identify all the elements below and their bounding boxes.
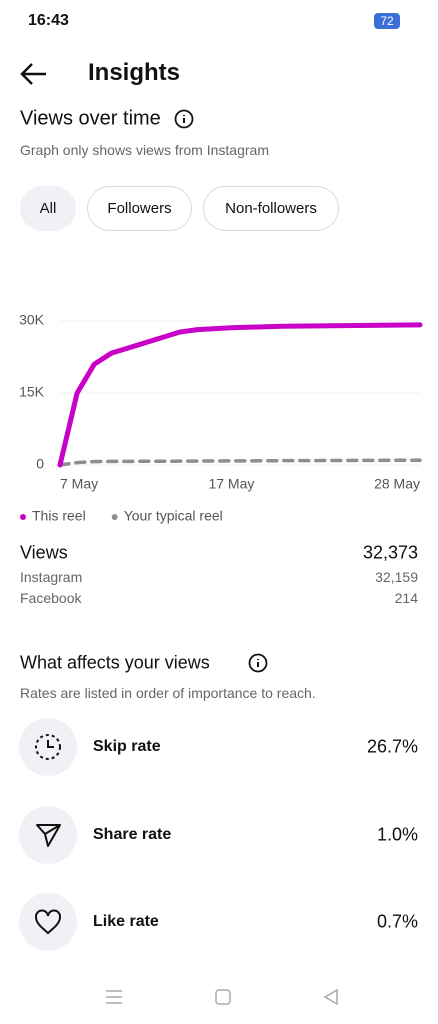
back-arrow[interactable] xyxy=(18,60,50,88)
section-title: Views over time xyxy=(20,107,161,130)
filter-chip[interactable]: Followers xyxy=(87,186,192,231)
views-label: Views xyxy=(20,542,68,563)
icon-bg xyxy=(19,806,77,864)
info-icon[interactable] xyxy=(174,109,194,129)
source-value: 214 xyxy=(394,590,418,606)
heart-icon xyxy=(35,909,61,935)
nav-bar xyxy=(106,988,338,1006)
legend-label: This reel xyxy=(32,508,86,524)
series-line xyxy=(58,458,422,467)
legend-label: Your typical reel xyxy=(124,508,223,524)
x-tick-label: 28 May xyxy=(374,476,420,492)
chart: 0 15K 30K 7 May 17 May 28 May This reel Your ty… xyxy=(19,312,423,524)
views-total: 32,373 xyxy=(362,542,418,563)
rate-value: 1.0% xyxy=(376,824,418,845)
y-tick-label: 30K xyxy=(19,312,45,328)
rate-label: Like rate xyxy=(93,913,159,930)
icon-bg xyxy=(19,893,77,951)
rate-label: Share rate xyxy=(93,826,172,843)
rate-label: Skip rate xyxy=(93,738,161,755)
x-tick-label: 7 May xyxy=(60,476,98,492)
section-title: What affects your views xyxy=(20,652,210,673)
x-tick-label: 17 May xyxy=(208,476,254,492)
battery: 72 xyxy=(374,13,400,29)
page-title: Insights xyxy=(88,59,181,86)
clock-icon xyxy=(35,734,61,760)
rate-value: 0.7% xyxy=(376,911,418,932)
share-icon xyxy=(36,824,61,847)
rate-value: 26.7% xyxy=(366,736,418,757)
filter-chip[interactable]: Non-followers xyxy=(203,186,339,231)
info-icon[interactable] xyxy=(248,653,268,673)
filter-chip[interactable]: All xyxy=(20,186,76,231)
status-time: 16:43 xyxy=(28,12,69,29)
source-label: Facebook xyxy=(20,590,82,606)
section-subtitle: Graph only shows views from Instagram xyxy=(20,142,269,158)
y-tick-label: 0 xyxy=(36,456,44,472)
source-value: 32,159 xyxy=(375,569,418,585)
section-subtitle: Rates are listed in order of importance … xyxy=(20,685,316,701)
source-label: Instagram xyxy=(20,569,83,585)
legend-swatch xyxy=(111,514,118,520)
y-tick-label: 15K xyxy=(19,384,45,400)
series-line xyxy=(57,322,423,468)
legend-swatch xyxy=(20,514,26,520)
